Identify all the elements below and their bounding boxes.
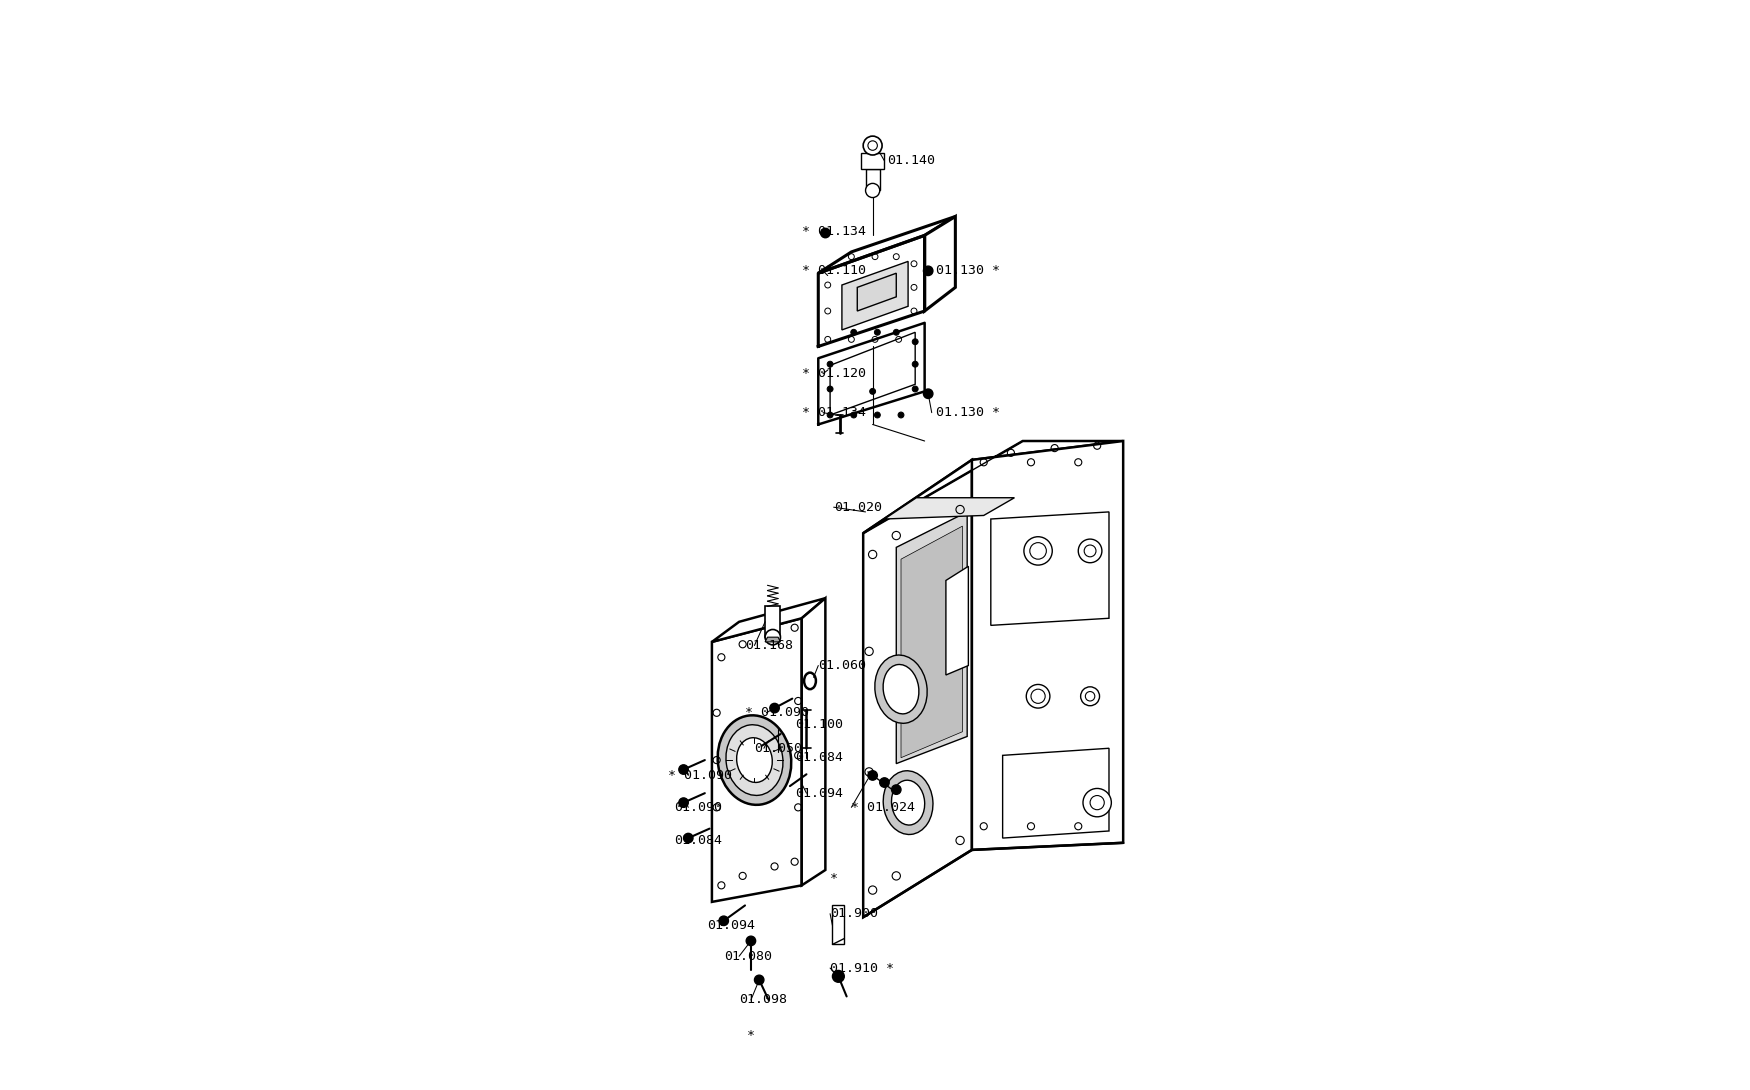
- Circle shape: [833, 970, 844, 982]
- Ellipse shape: [737, 738, 772, 783]
- Text: * 01.110: * 01.110: [802, 265, 866, 277]
- Polygon shape: [924, 217, 956, 311]
- Circle shape: [850, 329, 858, 336]
- Circle shape: [754, 976, 765, 984]
- Circle shape: [912, 339, 919, 344]
- Text: 01.130 *: 01.130 *: [936, 265, 1001, 277]
- Text: * 01.120: * 01.120: [802, 367, 866, 380]
- Text: 01.098: 01.098: [738, 993, 788, 1006]
- Ellipse shape: [884, 771, 933, 835]
- Polygon shape: [802, 598, 826, 885]
- Circle shape: [892, 329, 900, 336]
- Polygon shape: [833, 906, 844, 944]
- Polygon shape: [990, 512, 1110, 626]
- Circle shape: [1024, 536, 1052, 565]
- Polygon shape: [866, 169, 880, 191]
- Text: 01.060: 01.060: [819, 659, 866, 673]
- Polygon shape: [971, 441, 1124, 850]
- Text: 01.900: 01.900: [830, 907, 878, 920]
- Circle shape: [1082, 687, 1099, 705]
- Circle shape: [765, 630, 780, 645]
- Circle shape: [868, 771, 877, 780]
- Polygon shape: [1003, 748, 1110, 838]
- Polygon shape: [765, 606, 780, 638]
- Text: 01.084: 01.084: [794, 751, 844, 764]
- Circle shape: [828, 386, 833, 392]
- Polygon shape: [765, 638, 780, 642]
- Text: * 01.134: * 01.134: [802, 226, 866, 239]
- Ellipse shape: [891, 780, 924, 825]
- Polygon shape: [712, 598, 826, 642]
- Polygon shape: [819, 217, 956, 274]
- Text: 01.140: 01.140: [887, 155, 934, 168]
- Circle shape: [1078, 540, 1102, 562]
- Ellipse shape: [726, 725, 782, 796]
- Polygon shape: [819, 235, 924, 347]
- Polygon shape: [863, 441, 1124, 533]
- Circle shape: [875, 412, 880, 417]
- Circle shape: [679, 798, 688, 808]
- Circle shape: [684, 834, 693, 843]
- Circle shape: [850, 412, 858, 417]
- Text: * 01.024: * 01.024: [850, 801, 915, 814]
- Circle shape: [863, 136, 882, 155]
- Text: 01.084: 01.084: [674, 834, 723, 847]
- Text: * 01.090: * 01.090: [746, 706, 808, 719]
- Text: 01.050: 01.050: [754, 742, 803, 754]
- Circle shape: [828, 412, 833, 417]
- Polygon shape: [947, 567, 968, 675]
- Text: *: *: [830, 872, 838, 885]
- Polygon shape: [863, 460, 971, 918]
- Circle shape: [870, 388, 875, 395]
- Text: *: *: [747, 1029, 756, 1042]
- Circle shape: [880, 778, 889, 787]
- Circle shape: [719, 916, 728, 925]
- Text: 01.080: 01.080: [724, 949, 772, 962]
- Circle shape: [821, 228, 830, 238]
- Text: * 01.134: * 01.134: [802, 407, 866, 420]
- Text: 01.910 *: 01.910 *: [830, 961, 894, 974]
- Circle shape: [898, 412, 905, 417]
- Circle shape: [770, 703, 779, 713]
- Text: 01.168: 01.168: [746, 639, 793, 652]
- Polygon shape: [830, 332, 915, 415]
- Circle shape: [891, 785, 901, 795]
- Polygon shape: [819, 323, 924, 424]
- Circle shape: [746, 936, 756, 946]
- Polygon shape: [858, 274, 896, 311]
- Circle shape: [924, 266, 933, 276]
- Text: 01.094: 01.094: [794, 787, 844, 800]
- Polygon shape: [842, 262, 908, 330]
- Circle shape: [679, 765, 688, 774]
- Circle shape: [912, 361, 919, 367]
- Polygon shape: [861, 153, 884, 169]
- Circle shape: [1083, 788, 1111, 816]
- Ellipse shape: [718, 715, 791, 804]
- Text: 01.130 *: 01.130 *: [936, 407, 1001, 420]
- Text: * 01.090: * 01.090: [668, 768, 732, 782]
- Text: 01.090: 01.090: [674, 801, 723, 814]
- Polygon shape: [896, 512, 968, 764]
- Circle shape: [866, 183, 880, 197]
- Circle shape: [875, 329, 880, 336]
- Text: 01.020: 01.020: [833, 500, 882, 513]
- Circle shape: [912, 386, 919, 392]
- Text: 01.100: 01.100: [794, 718, 844, 731]
- Polygon shape: [884, 498, 1015, 519]
- Circle shape: [828, 361, 833, 367]
- Circle shape: [1026, 685, 1050, 708]
- Ellipse shape: [803, 673, 816, 689]
- Polygon shape: [901, 526, 962, 758]
- Text: 01.094: 01.094: [707, 919, 756, 932]
- Ellipse shape: [884, 665, 919, 714]
- Circle shape: [924, 389, 933, 399]
- Polygon shape: [712, 618, 802, 901]
- Ellipse shape: [875, 655, 928, 724]
